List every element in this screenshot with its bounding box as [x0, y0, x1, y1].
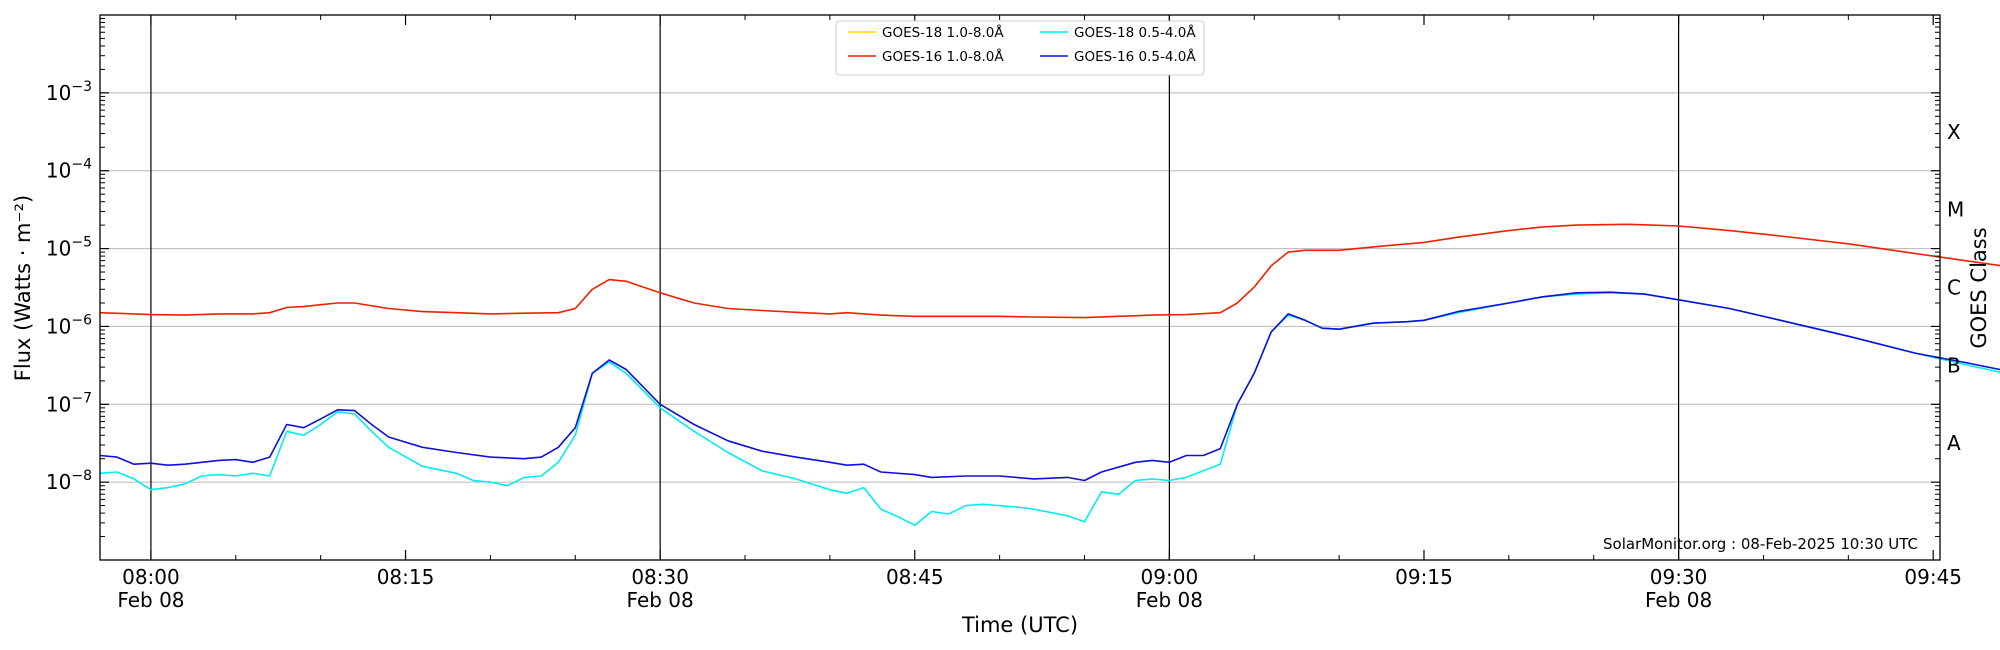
goes-class-label: A: [1947, 431, 1961, 455]
y2-axis-title: GOES Class: [1967, 227, 1991, 348]
axis-ticks: [100, 15, 1940, 560]
x-tick-label: 09:15: [1395, 565, 1453, 589]
legend-label: GOES-16 1.0-8.0Å: [882, 48, 1004, 65]
y-tick-label: 10−5: [46, 235, 92, 261]
y-tick-labels: 10−8 10−7 10−6 10−5 10−4 10−3: [46, 79, 92, 494]
legend: GOES-18 1.0-8.0Å GOES-16 1.0-8.0Å GOES-18 …: [835, 20, 1205, 76]
grid-lines: [100, 92, 1940, 483]
data-series: [99, 223, 2000, 526]
legend-label: GOES-18 0.5-4.0Å: [1074, 24, 1196, 41]
x-tick-date-label: Feb 08: [1136, 588, 1203, 612]
goes-class-label: B: [1947, 353, 1961, 377]
x-tick-label: 08:45: [886, 565, 944, 589]
x-axis-title: Time (UTC): [961, 613, 1078, 637]
series-line: [99, 292, 2000, 526]
plot-frame: [99, 14, 1941, 561]
y-tick-label: 10−8: [46, 468, 92, 494]
x-tick-date-label: Feb 08: [1645, 588, 1712, 612]
x-tick-label: 08:00: [122, 565, 180, 589]
y-tick-label: 10−6: [46, 312, 92, 338]
series-line: [99, 291, 2000, 482]
goes-class-labels: A B C M X: [1947, 120, 1964, 455]
hour-marker-lines: [150, 15, 1680, 560]
series-line: [99, 223, 2000, 319]
legend-box: [835, 20, 1205, 76]
x-tick-label: 09:45: [1904, 565, 1962, 589]
x-tick-label: 09:00: [1141, 565, 1199, 589]
y-axis-title: Flux (Watts · m⁻²): [11, 195, 35, 381]
x-tick-label: 09:30: [1650, 565, 1708, 589]
goes-class-label: M: [1947, 198, 1964, 222]
goes-class-label: C: [1947, 276, 1961, 300]
x-tick-label: 08:15: [377, 565, 435, 589]
credit-text: SolarMonitor.org : 08-Feb-2025 10:30 UTC: [1603, 535, 1918, 553]
legend-label: GOES-16 0.5-4.0Å: [1074, 48, 1196, 65]
goes-class-label: X: [1947, 120, 1961, 144]
x-tick-label: 08:30: [631, 565, 689, 589]
y-tick-label: 10−3: [46, 79, 92, 105]
y-tick-label: 10−4: [46, 157, 92, 183]
x-tick-date-label: Feb 08: [117, 588, 184, 612]
y-tick-label: 10−7: [46, 390, 92, 416]
x-tick-date-label: Feb 08: [627, 588, 694, 612]
legend-label: GOES-18 1.0-8.0Å: [882, 24, 1004, 41]
